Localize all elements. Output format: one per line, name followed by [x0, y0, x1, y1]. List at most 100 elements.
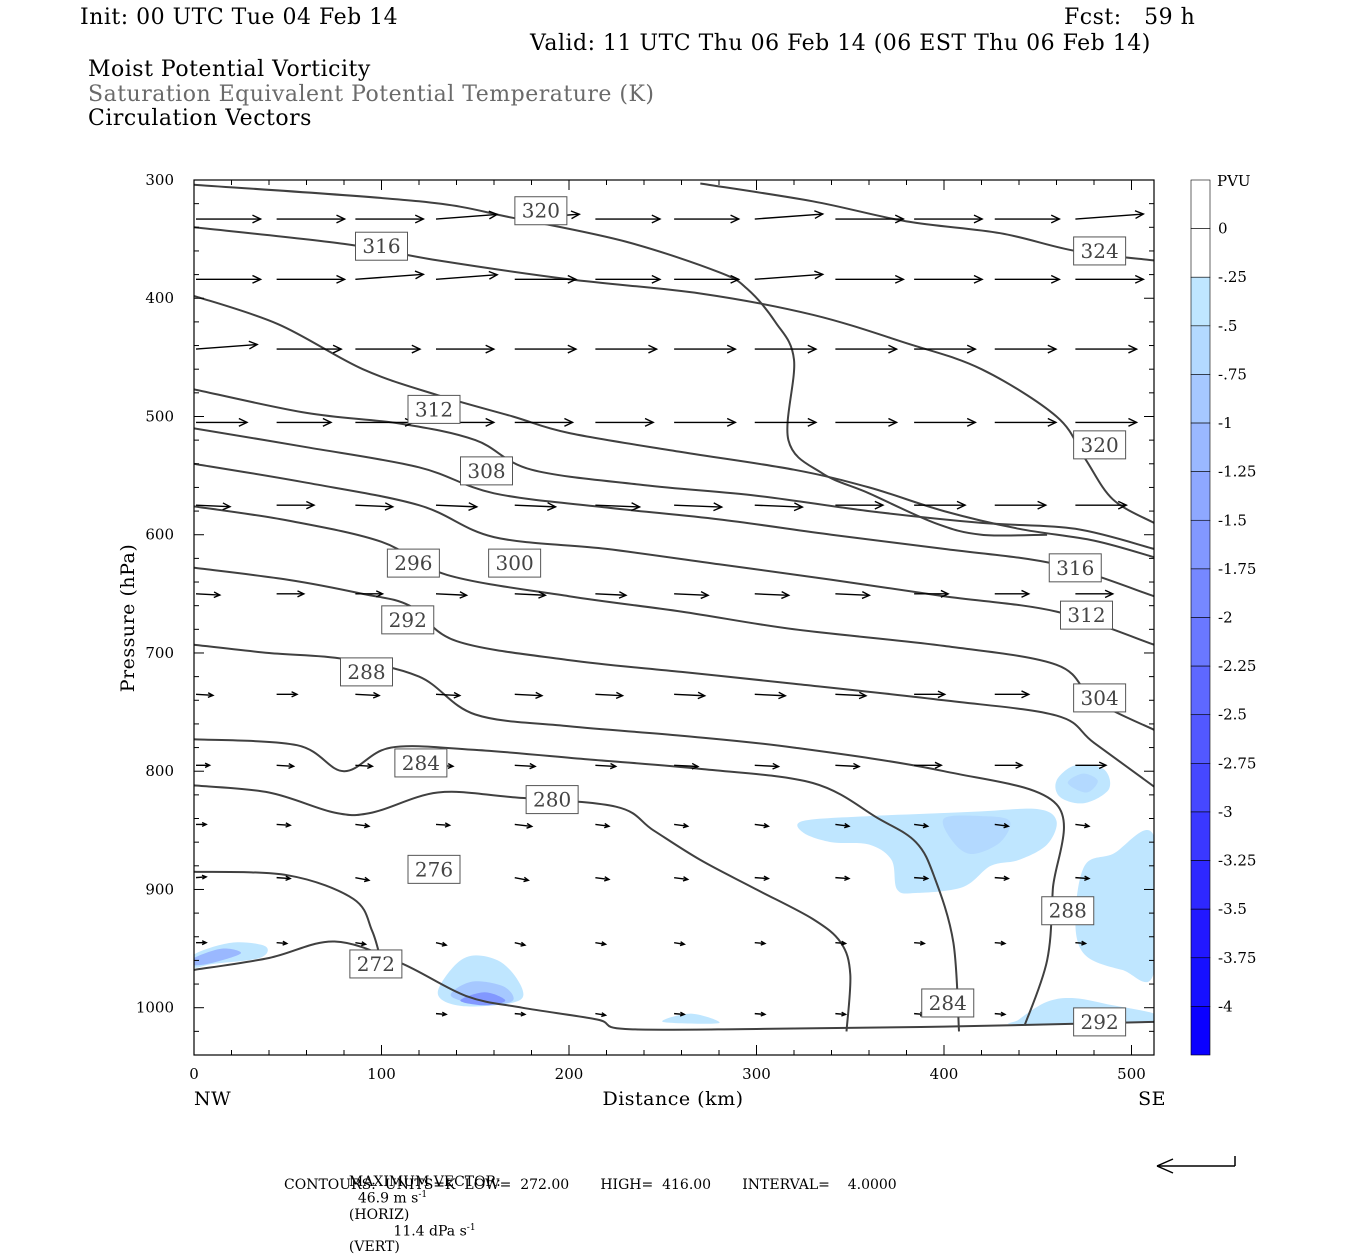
contour-300	[194, 462, 1154, 646]
vector-r0-c9	[914, 214, 984, 224]
vector-r3-c7	[754, 417, 818, 427]
vector-r5-c6	[674, 590, 710, 600]
vector-r2-c4	[514, 344, 578, 354]
horiz-exp: -1	[418, 1190, 428, 1200]
contour-label-8: 316	[1048, 553, 1102, 583]
contour-label-4: 308	[460, 456, 513, 486]
vector-r3-c0	[196, 417, 249, 427]
x-tick-label: 400	[930, 1065, 959, 1083]
contour-272	[194, 940, 1154, 1031]
colorbar-label: -3.75	[1218, 949, 1256, 967]
vector-r9-c5	[595, 876, 611, 882]
vector-r5-c8	[835, 590, 872, 600]
y-tick-label: 500	[145, 407, 174, 425]
vector-r1-c4	[514, 274, 578, 284]
vector-r10-c1	[276, 940, 289, 946]
vector-r11-c7	[994, 1011, 1007, 1017]
contour-label-17: 272	[349, 949, 403, 979]
vector-r4-c11	[1075, 500, 1129, 510]
vector-r3-c5	[595, 417, 655, 427]
cross-section-chart: 320 316 324 312 308 320 296 300 316 292 312 288 304 2…	[117, 171, 1256, 1174]
circulation-vectors	[195, 210, 1146, 1018]
axes: 0 100 200 300 400 500 300 400 500 600 700 800 900 100…	[136, 171, 1154, 1083]
contour-label-text: 276	[415, 857, 453, 881]
vector-r10-c7	[754, 940, 767, 946]
x-tick-label: 0	[189, 1065, 199, 1083]
vector-r5-c11	[1075, 589, 1115, 599]
contour-label-text: 288	[1049, 899, 1087, 923]
title-mpv: Moist Potential Vorticity	[88, 57, 371, 82]
contour-280	[194, 784, 852, 1032]
vector-r10-c8	[835, 940, 848, 946]
vector-r5-c7	[754, 590, 791, 600]
vector-r6-c7	[754, 691, 787, 700]
vector-r1-c2	[355, 270, 426, 281]
colorbar-unit: PVU	[1217, 172, 1251, 190]
contour-label-5: 320	[1073, 430, 1127, 460]
vector-r2-c1	[276, 344, 343, 354]
vector-r9-c9	[914, 875, 930, 882]
colorbar-swatch	[1190, 325, 1211, 375]
contour-label-text: 280	[533, 788, 571, 812]
pv-region-4	[1075, 829, 1154, 983]
vector-r10-c10	[994, 940, 1007, 946]
vector-r10-c11	[1075, 940, 1088, 946]
vector-r2-c2	[355, 344, 422, 354]
colorbar-label: -4	[1218, 997, 1233, 1015]
colorbar-swatch	[1190, 1006, 1211, 1056]
vector-r4-c1	[276, 500, 316, 510]
vector-r6-c3	[435, 691, 462, 699]
y-tick-label: 700	[145, 644, 174, 662]
colorbar-label: -1.25	[1218, 463, 1256, 481]
contour-316	[194, 226, 1154, 524]
contour-292	[194, 566, 1154, 788]
vert-value: 11.4 dPa s	[393, 1223, 467, 1240]
vector-r0-c5	[595, 214, 662, 224]
contour-label-16: 288	[1041, 896, 1095, 926]
vector-r9-c10	[994, 875, 1010, 882]
vector-r2-c6	[674, 344, 737, 354]
vector-r8-c6	[674, 822, 690, 829]
vector-r9-c11	[1075, 875, 1091, 882]
vector-r10-c9	[914, 940, 926, 946]
vector-r9-c6	[674, 876, 690, 882]
colorbar-swatch	[1190, 568, 1211, 618]
contour-label-19: 292	[1073, 1007, 1127, 1037]
horiz-tag: (HORIZ)	[348, 1206, 410, 1223]
max-vector-line: MAXIMUM VECTOR: 46.9 m s-1 (HORIZ) 11.4 …	[340, 1158, 501, 1255]
colorbar-swatch	[1190, 617, 1211, 667]
vector-r0-c0	[196, 214, 263, 224]
colorbar-swatch	[1190, 908, 1211, 959]
pv-region-7	[460, 992, 506, 1006]
vector-r7-c9	[914, 761, 943, 769]
vert-tag: (VERT)	[348, 1239, 400, 1255]
pv-region-11	[662, 1013, 720, 1024]
vector-r5-c9	[914, 589, 950, 598]
vector-r4-c3	[435, 502, 479, 512]
vector-r8-c3	[435, 822, 452, 828]
vector-r2-c11	[1075, 344, 1139, 354]
vector-r3-c6	[674, 417, 737, 427]
contour-label-7: 300	[488, 548, 542, 578]
vector-r10-c3	[435, 941, 448, 947]
vector-r2-c8	[835, 344, 899, 354]
colorbar-swatch	[1190, 665, 1211, 716]
contour-label-0: 320	[514, 196, 568, 226]
vector-r9-c1	[276, 875, 292, 882]
vector-r1-c11	[1075, 274, 1146, 284]
vector-r1-c3	[435, 270, 499, 281]
contour-labels: 320 316 324 312 308 320 296 300 316 292 312 288 304 2…	[340, 196, 1127, 1037]
vector-r4-c10	[994, 500, 1048, 510]
colorbar-swatch	[1190, 471, 1211, 521]
vector-r6-c4	[514, 691, 544, 699]
vector-r1-c9	[914, 274, 984, 284]
x-end-label-right: SE	[1138, 1088, 1166, 1110]
init-time: Init: 00 UTC Tue 04 Feb 14	[80, 5, 399, 30]
contour-label-14: 280	[525, 785, 579, 815]
pv-region-3	[1067, 773, 1098, 793]
vector-r4-c0	[195, 502, 232, 511]
vector-r10-c5	[595, 941, 608, 947]
vector-r6-c9	[914, 690, 947, 699]
vector-r3-c4	[514, 417, 575, 427]
contour-label-text: 292	[1081, 1010, 1119, 1034]
